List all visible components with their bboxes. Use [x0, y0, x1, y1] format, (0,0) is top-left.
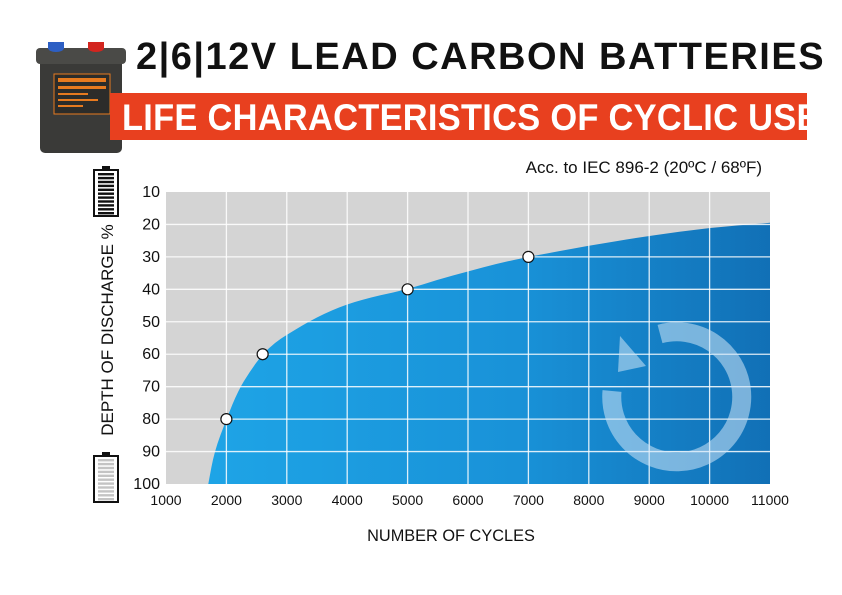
y-axis-ticks: 10 20 30 40 50 60 70 80 90 100 — [133, 184, 160, 493]
y-tick-label: 30 — [142, 249, 160, 266]
page-title: 2|6|12V LEAD CARBON BATTERIES — [136, 36, 826, 78]
y-tick-label: 60 — [142, 346, 160, 363]
subtitle-banner — [110, 93, 807, 140]
data-point-2600 — [256, 348, 269, 361]
standard-note: Acc. to IEC 896-2 (20ºC / 68ºF) — [525, 158, 762, 177]
x-tick-label: 2000 — [211, 492, 242, 508]
y-tick-label: 50 — [142, 314, 160, 331]
x-tick-label: 1000 — [150, 492, 181, 508]
empty-battery-icon — [93, 452, 119, 503]
y-tick-label: 40 — [142, 281, 160, 298]
y-tick-label: 90 — [142, 444, 160, 461]
y-tick-label: 10 — [142, 184, 160, 201]
x-tick-label: 3000 — [271, 492, 302, 508]
x-tick-label: 5000 — [392, 492, 423, 508]
chart-subtitle: LIFE CHARACTERISTICS OF CYCLIC USE — [122, 97, 820, 138]
grid-lines — [166, 192, 770, 484]
battery-product-photo — [36, 42, 126, 153]
y-axis-label: DEPTH OF DISCHARGE % — [98, 224, 117, 436]
x-tick-label: 11000 — [751, 492, 789, 508]
data-point-2000 — [220, 413, 233, 426]
full-battery-icon — [93, 166, 119, 217]
x-tick-label: 4000 — [332, 492, 363, 508]
y-tick-label: 80 — [142, 411, 160, 428]
x-tick-label: 7000 — [513, 492, 544, 508]
cycle-arrow-icon — [602, 322, 752, 472]
data-point-7000 — [522, 250, 535, 263]
x-tick-label: 6000 — [452, 492, 483, 508]
x-tick-label: 9000 — [634, 492, 665, 508]
y-tick-label: 70 — [142, 379, 160, 396]
y-tick-label: 100 — [133, 476, 160, 493]
y-tick-label: 20 — [142, 216, 160, 233]
x-tick-label: 10000 — [690, 492, 729, 508]
data-points — [220, 250, 535, 426]
x-axis-label: NUMBER OF CYCLES — [367, 526, 535, 545]
x-axis-ticks: 1000 2000 3000 4000 5000 6000 7000 8000 9000 1000… — [150, 492, 789, 508]
data-point-5000 — [401, 283, 414, 296]
x-tick-label: 8000 — [573, 492, 604, 508]
